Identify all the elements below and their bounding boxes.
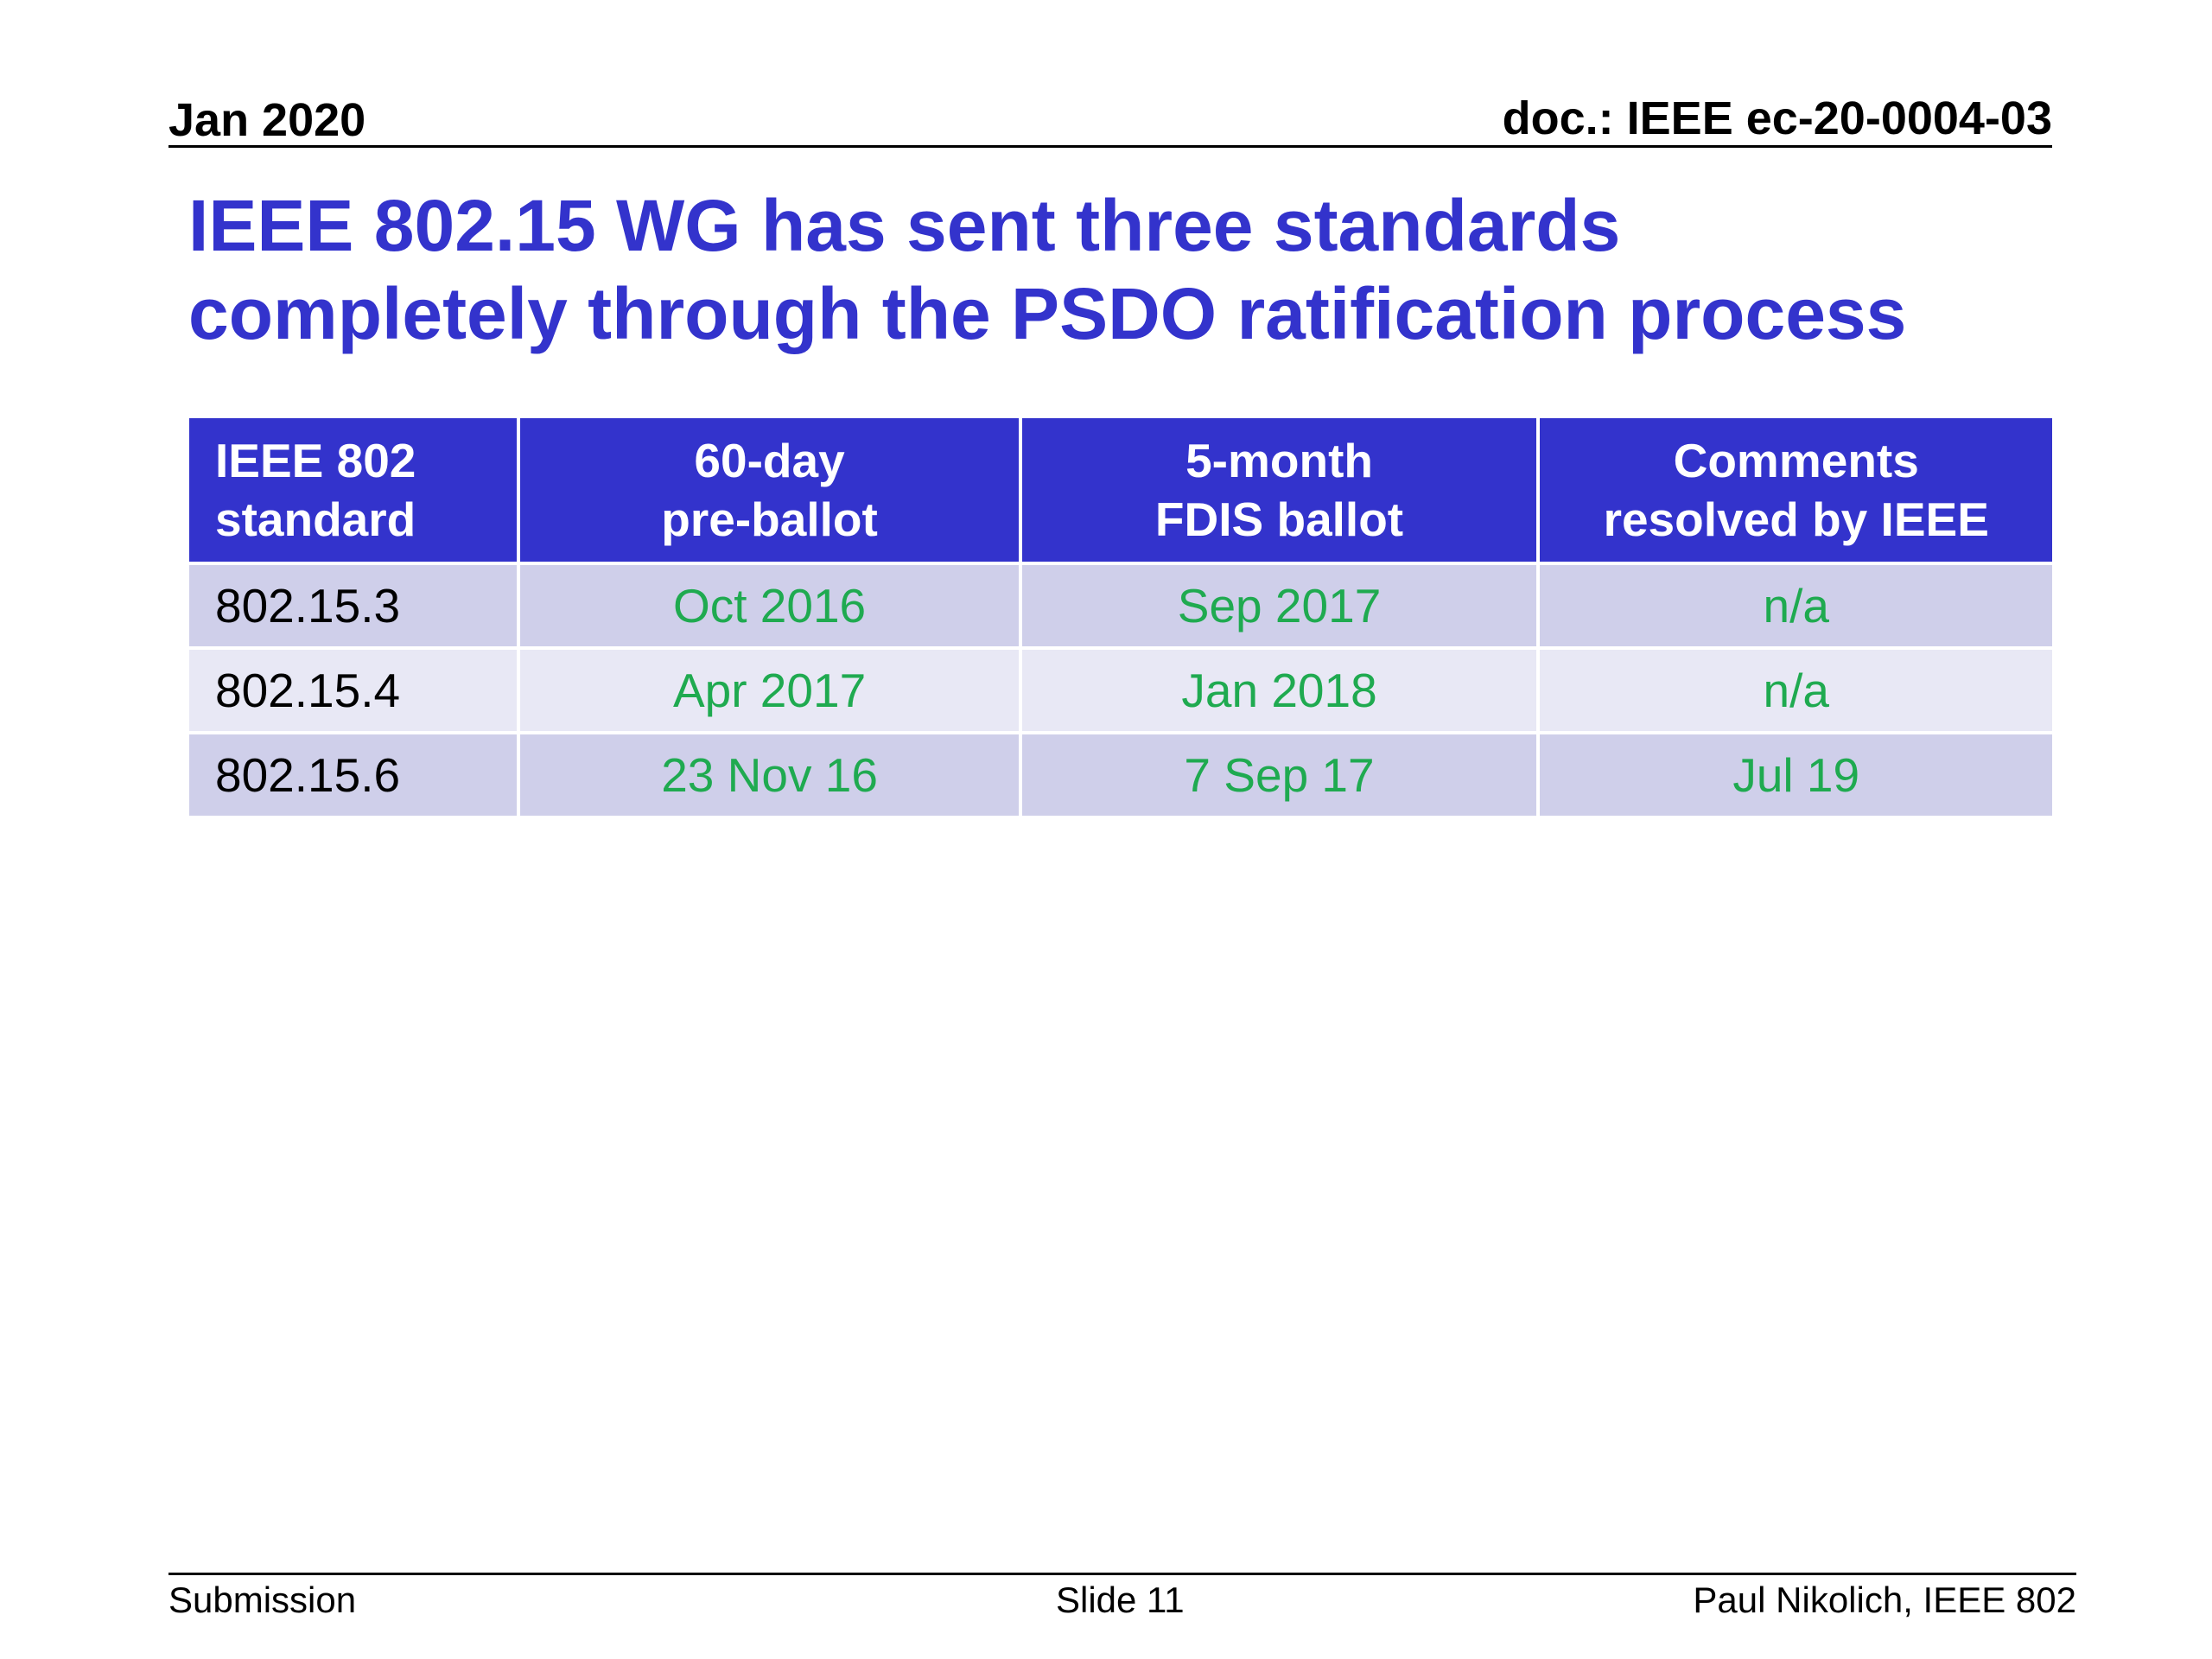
cell-standard: 802.15.3 [185,562,521,650]
cell-comments: Jul 19 [1536,731,2056,819]
table-row: 802.15.6 23 Nov 16 7 Sep 17 Jul 19 [185,731,2056,819]
header-doc-id: doc.: IEEE ec-20-0004-03 [1502,92,2052,144]
slide-title-line-2: completely through the PSDO ratification… [188,273,1907,354]
table-row: 802.15.4 Apr 2017 Jan 2018 n/a [185,646,2056,734]
cell-comments: n/a [1536,562,2056,650]
column-header-comments: Comments resolved by IEEE [1536,415,2056,565]
slide-title: IEEE 802.15 WG has sent three standards … [188,181,2089,358]
cell-fdis-ballot: Sep 2017 [1018,562,1541,650]
column-header-standard: IEEE 802 standard [185,415,521,565]
header-date: Jan 2020 [168,94,366,146]
cell-pre-ballot: 23 Nov 16 [517,731,1022,819]
footer-divider [168,1573,2076,1575]
footer-submission: Submission [168,1580,357,1620]
slide-title-line-1: IEEE 802.15 WG has sent three standards [188,185,1621,266]
cell-standard: 802.15.6 [185,731,521,819]
column-header-line: Comments [1673,434,1919,487]
footer-slide-number: Slide 11 [1056,1580,1185,1620]
column-header-line: IEEE 802 [215,434,416,487]
column-header-line: resolved by IEEE [1603,493,1989,546]
column-header-line: FDIS ballot [1154,493,1404,546]
cell-comments: n/a [1536,646,2056,734]
table-header-row: IEEE 802 standard 60-day pre-ballot 5-mo… [185,415,2056,565]
psdo-status-table: IEEE 802 standard 60-day pre-ballot 5-mo… [185,415,2056,819]
column-header-line: 5-month [1185,434,1373,487]
cell-pre-ballot: Apr 2017 [517,646,1022,734]
table-row: 802.15.3 Oct 2016 Sep 2017 n/a [185,562,2056,650]
footer-author: Paul Nikolich, IEEE 802 [1693,1580,2076,1620]
cell-pre-ballot: Oct 2016 [517,562,1022,650]
column-header-line: pre-ballot [661,493,878,546]
cell-fdis-ballot: 7 Sep 17 [1018,731,1541,819]
column-header-line: standard [215,493,416,546]
header-divider [168,145,2052,148]
cell-fdis-ballot: Jan 2018 [1018,646,1541,734]
column-header-pre-ballot: 60-day pre-ballot [517,415,1022,565]
column-header-line: 60-day [694,434,845,487]
cell-standard: 802.15.4 [185,646,521,734]
column-header-fdis-ballot: 5-month FDIS ballot [1018,415,1541,565]
